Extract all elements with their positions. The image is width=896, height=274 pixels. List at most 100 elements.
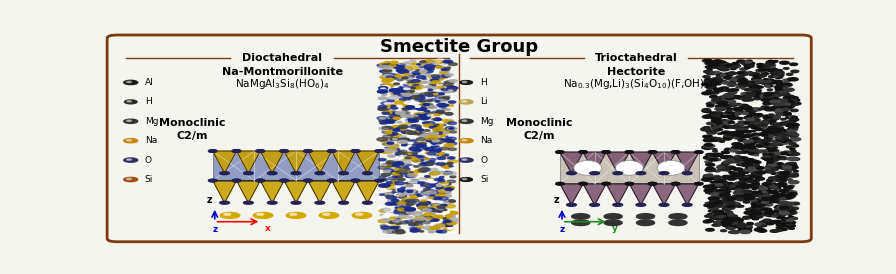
Circle shape xyxy=(725,64,735,67)
Circle shape xyxy=(768,64,775,67)
Circle shape xyxy=(447,137,456,140)
Circle shape xyxy=(378,65,389,68)
Circle shape xyxy=(417,130,421,131)
Text: Li: Li xyxy=(480,97,487,106)
Circle shape xyxy=(404,203,414,206)
Circle shape xyxy=(733,126,742,129)
Circle shape xyxy=(748,118,760,122)
Circle shape xyxy=(429,84,434,85)
Circle shape xyxy=(776,138,786,141)
Circle shape xyxy=(391,133,401,137)
Circle shape xyxy=(579,151,587,153)
Circle shape xyxy=(399,215,407,218)
Circle shape xyxy=(782,196,792,199)
Circle shape xyxy=(383,71,388,72)
Circle shape xyxy=(734,157,741,159)
Circle shape xyxy=(381,179,387,181)
Circle shape xyxy=(425,86,432,88)
Circle shape xyxy=(389,221,397,224)
Circle shape xyxy=(726,148,730,150)
Circle shape xyxy=(773,76,779,78)
Circle shape xyxy=(754,94,762,97)
Circle shape xyxy=(448,218,459,221)
Circle shape xyxy=(710,65,720,68)
Polygon shape xyxy=(607,152,629,173)
Circle shape xyxy=(790,153,799,155)
Text: Si: Si xyxy=(144,175,153,184)
Circle shape xyxy=(738,151,745,153)
Text: Al: Al xyxy=(144,78,153,87)
Circle shape xyxy=(390,156,395,157)
Circle shape xyxy=(771,196,780,198)
Circle shape xyxy=(426,135,437,138)
Circle shape xyxy=(789,207,798,210)
Circle shape xyxy=(704,81,710,82)
Circle shape xyxy=(442,76,447,78)
Circle shape xyxy=(398,65,404,67)
Circle shape xyxy=(745,193,753,196)
Circle shape xyxy=(761,141,765,142)
Circle shape xyxy=(707,122,714,125)
Circle shape xyxy=(785,190,792,192)
Circle shape xyxy=(776,197,781,198)
Circle shape xyxy=(790,217,797,219)
Circle shape xyxy=(625,151,633,153)
Circle shape xyxy=(434,114,440,116)
Circle shape xyxy=(383,193,392,196)
Circle shape xyxy=(393,159,398,161)
Circle shape xyxy=(786,153,793,155)
Circle shape xyxy=(418,169,428,172)
Circle shape xyxy=(722,224,732,227)
Circle shape xyxy=(437,171,445,174)
Circle shape xyxy=(780,175,788,178)
Circle shape xyxy=(708,206,719,209)
Polygon shape xyxy=(629,152,652,173)
Circle shape xyxy=(703,139,714,142)
Circle shape xyxy=(743,176,747,178)
Circle shape xyxy=(776,216,783,218)
Circle shape xyxy=(741,92,751,95)
Circle shape xyxy=(744,117,751,119)
Circle shape xyxy=(755,173,761,175)
Circle shape xyxy=(768,127,773,128)
Circle shape xyxy=(716,73,723,75)
Circle shape xyxy=(389,112,400,115)
Circle shape xyxy=(419,145,425,147)
Circle shape xyxy=(431,171,441,174)
Circle shape xyxy=(754,93,764,96)
Circle shape xyxy=(382,221,386,222)
Circle shape xyxy=(730,68,736,70)
Circle shape xyxy=(719,193,730,197)
Circle shape xyxy=(721,62,726,64)
Circle shape xyxy=(380,225,387,227)
Circle shape xyxy=(729,113,734,114)
Circle shape xyxy=(772,129,783,132)
Circle shape xyxy=(449,135,453,137)
Circle shape xyxy=(739,178,748,181)
Circle shape xyxy=(397,106,403,107)
Circle shape xyxy=(280,179,289,182)
Circle shape xyxy=(402,204,410,207)
Circle shape xyxy=(425,92,435,95)
Circle shape xyxy=(397,94,404,96)
Circle shape xyxy=(244,172,254,175)
Circle shape xyxy=(743,63,749,65)
Circle shape xyxy=(769,162,779,166)
Circle shape xyxy=(778,131,788,134)
Circle shape xyxy=(728,83,737,86)
Circle shape xyxy=(406,121,413,123)
Circle shape xyxy=(706,163,714,166)
Circle shape xyxy=(771,107,780,110)
Circle shape xyxy=(391,94,398,96)
Circle shape xyxy=(711,92,718,94)
Circle shape xyxy=(392,226,401,229)
Circle shape xyxy=(383,73,393,76)
Circle shape xyxy=(764,115,771,117)
Circle shape xyxy=(777,144,783,145)
Circle shape xyxy=(711,182,715,183)
Circle shape xyxy=(394,175,403,178)
Circle shape xyxy=(734,192,739,194)
Circle shape xyxy=(444,131,451,133)
Circle shape xyxy=(460,81,472,84)
Circle shape xyxy=(716,60,720,61)
